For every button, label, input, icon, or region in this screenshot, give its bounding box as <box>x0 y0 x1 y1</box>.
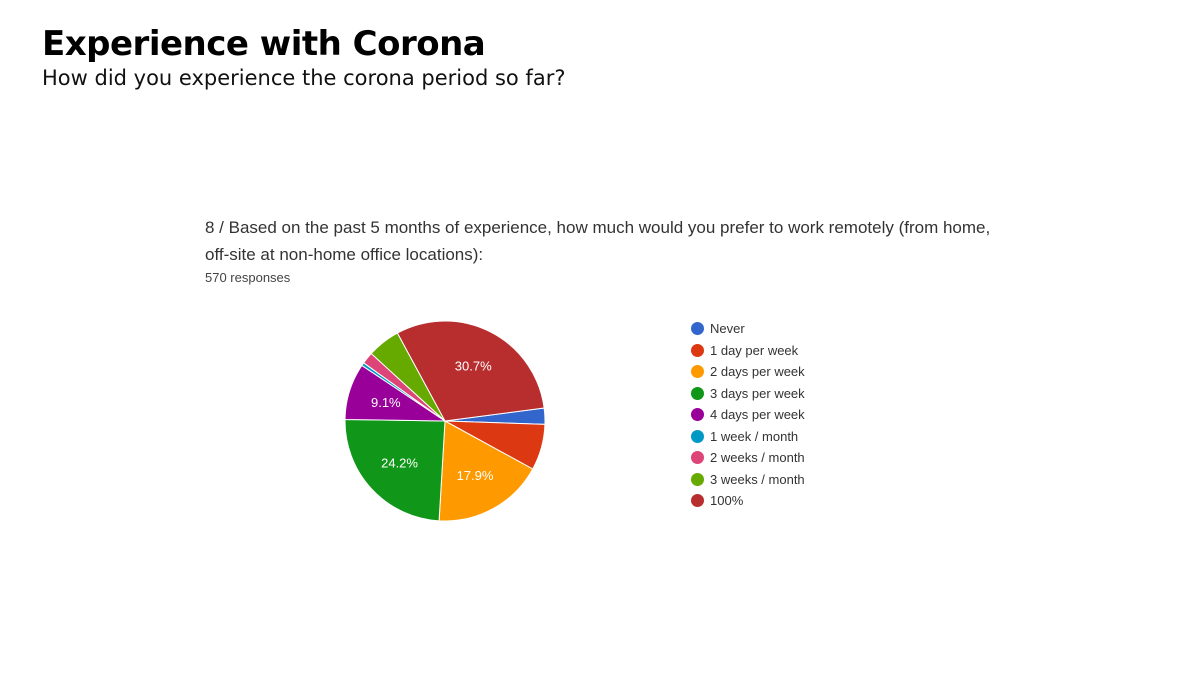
legend-item: 2 weeks / month <box>691 447 805 469</box>
legend-label: 2 days per week <box>710 364 805 380</box>
legend-label: 2 weeks / month <box>710 450 805 466</box>
slide-title: Experience with Corona <box>42 24 486 64</box>
legend-swatch <box>691 494 704 508</box>
legend-item: 1 week / month <box>691 426 805 448</box>
legend-item: 3 days per week <box>691 383 805 405</box>
legend-swatch <box>691 386 704 400</box>
slide-subtitle: How did you experience the corona period… <box>42 66 566 90</box>
pie-data-label: 30.7% <box>455 358 492 373</box>
pie-data-labels: 17.9% 24.2% 9.1% 30.7% <box>371 358 494 482</box>
legend-item: 100% <box>691 490 805 512</box>
legend-swatch <box>691 408 704 422</box>
pie-data-label: 9.1% <box>371 395 401 410</box>
pie-data-label: 17.9% <box>457 468 494 483</box>
legend-item: 1 day per week <box>691 340 805 362</box>
legend-label: Never <box>710 321 745 337</box>
response-count: 570 responses <box>205 270 291 285</box>
legend-label: 1 day per week <box>710 342 799 358</box>
legend-label: 3 weeks / month <box>710 471 805 487</box>
legend-swatch <box>691 429 704 443</box>
legend-item: 2 days per week <box>691 361 805 383</box>
legend-item: 3 weeks / month <box>691 469 805 491</box>
legend-swatch <box>691 322 704 336</box>
legend-item: 4 days per week <box>691 404 805 426</box>
question-text: 8 / Based on the past 5 months of experi… <box>205 218 991 264</box>
pie-slice-2-days-per-week <box>438 420 534 522</box>
pie-slices <box>344 320 546 522</box>
legend-item: Never <box>691 318 805 340</box>
chart-legend: Never 1 day per week 2 days per week 3 days… <box>691 318 805 512</box>
pie-data-label: 24.2% <box>381 456 418 471</box>
legend-label: 4 days per week <box>710 407 805 423</box>
legend-label: 1 week / month <box>710 428 799 444</box>
legend-swatch <box>691 365 704 379</box>
pie-slice-3-days-per-week <box>344 418 446 522</box>
legend-label: 3 days per week <box>710 385 805 401</box>
legend-swatch <box>691 451 704 465</box>
pie-slice-100 <box>396 320 545 422</box>
legend-swatch <box>691 472 704 486</box>
legend-label: 100% <box>710 493 744 509</box>
legend-swatch <box>691 343 704 357</box>
